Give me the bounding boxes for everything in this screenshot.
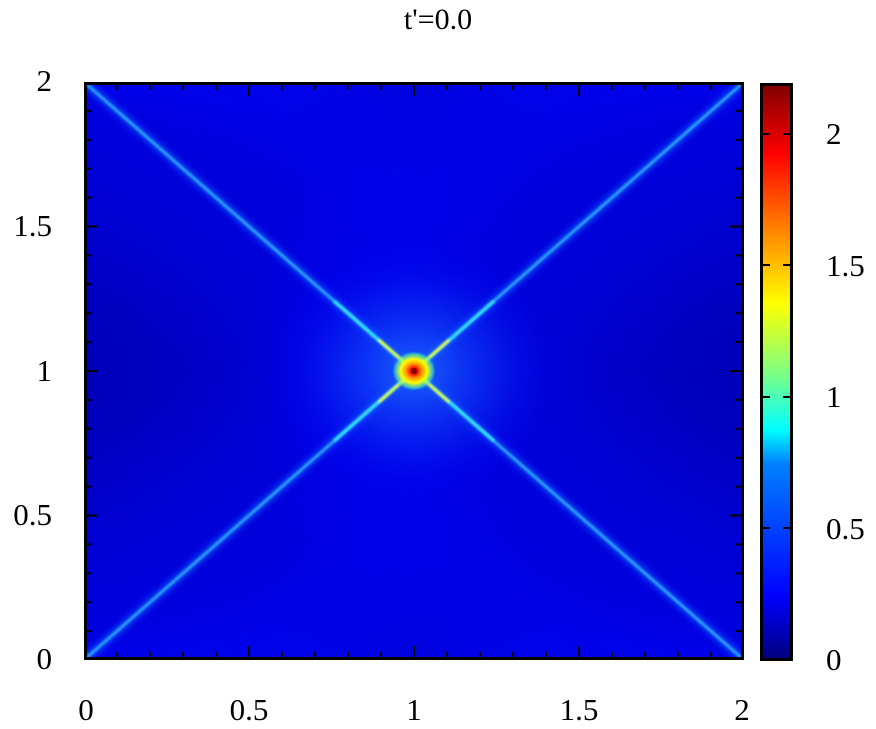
- colorbar-tick-label: 2: [826, 116, 842, 151]
- heatmap-svg: [84, 82, 744, 660]
- y-tick-label: 0.5: [13, 497, 52, 532]
- colorbar: [760, 83, 793, 661]
- y-tick-label: 1: [36, 353, 53, 388]
- y-tick-label: 0: [36, 641, 53, 676]
- y-tick-label: 2: [36, 63, 53, 98]
- x-tick-label: 1.5: [559, 692, 599, 727]
- x-tick-label: 1: [406, 692, 422, 727]
- y-tick-label: 1.5: [13, 208, 52, 243]
- colorbar-tick-label: 0.5: [826, 511, 865, 546]
- heatmap-plot: [84, 82, 744, 660]
- x-tick-label: 0: [78, 692, 94, 727]
- x-tick-label: 2: [734, 692, 750, 727]
- x-axis-ticks: [116, 82, 712, 660]
- chart-title: t'=0.0: [403, 3, 473, 36]
- colorbar-svg: [760, 83, 793, 661]
- y-axis-ticks: [84, 109, 744, 633]
- colorbar-tick-label: 1.5: [826, 248, 865, 283]
- x-tick-label: 0.5: [229, 692, 269, 727]
- colorbar-tick-label: 0: [826, 642, 842, 677]
- colorbar-tick-label: 1: [826, 379, 842, 414]
